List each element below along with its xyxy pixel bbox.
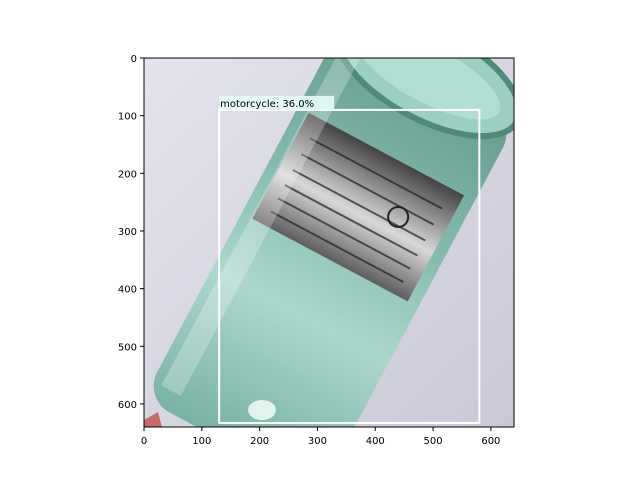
axes-frame	[143, 57, 515, 428]
y-tick-label: 400	[118, 285, 137, 296]
y-tick-label: 600	[118, 400, 137, 411]
glare-highlight	[248, 400, 276, 420]
y-tick-label: 500	[118, 342, 137, 353]
x-tick-label: 600	[481, 436, 500, 447]
x-tick-label: 100	[192, 436, 211, 447]
x-tick-label: 0	[141, 436, 147, 447]
x-axis: 0 100 200 300 400 500 600	[141, 427, 500, 447]
bottle-label	[252, 112, 465, 302]
y-tick-label: 200	[118, 169, 137, 180]
detection-label-bg	[219, 95, 335, 110]
photo	[144, 58, 514, 427]
x-tick-label: 200	[250, 436, 269, 447]
x-tick-label: 400	[366, 436, 385, 447]
y-tick-label: 300	[118, 227, 137, 238]
y-tick-label: 0	[131, 54, 137, 65]
detections: motorcycle: 36.0%	[218, 95, 481, 424]
y-tick-label: 100	[118, 112, 137, 123]
x-tick-label: 500	[424, 436, 443, 447]
y-axis: 0 100 200 300 400 500 600	[118, 54, 144, 411]
bottle	[153, 58, 514, 427]
detection-box	[218, 108, 481, 424]
x-tick-label: 300	[308, 436, 327, 447]
detection-label: motorcycle: 36.0%	[220, 99, 314, 110]
